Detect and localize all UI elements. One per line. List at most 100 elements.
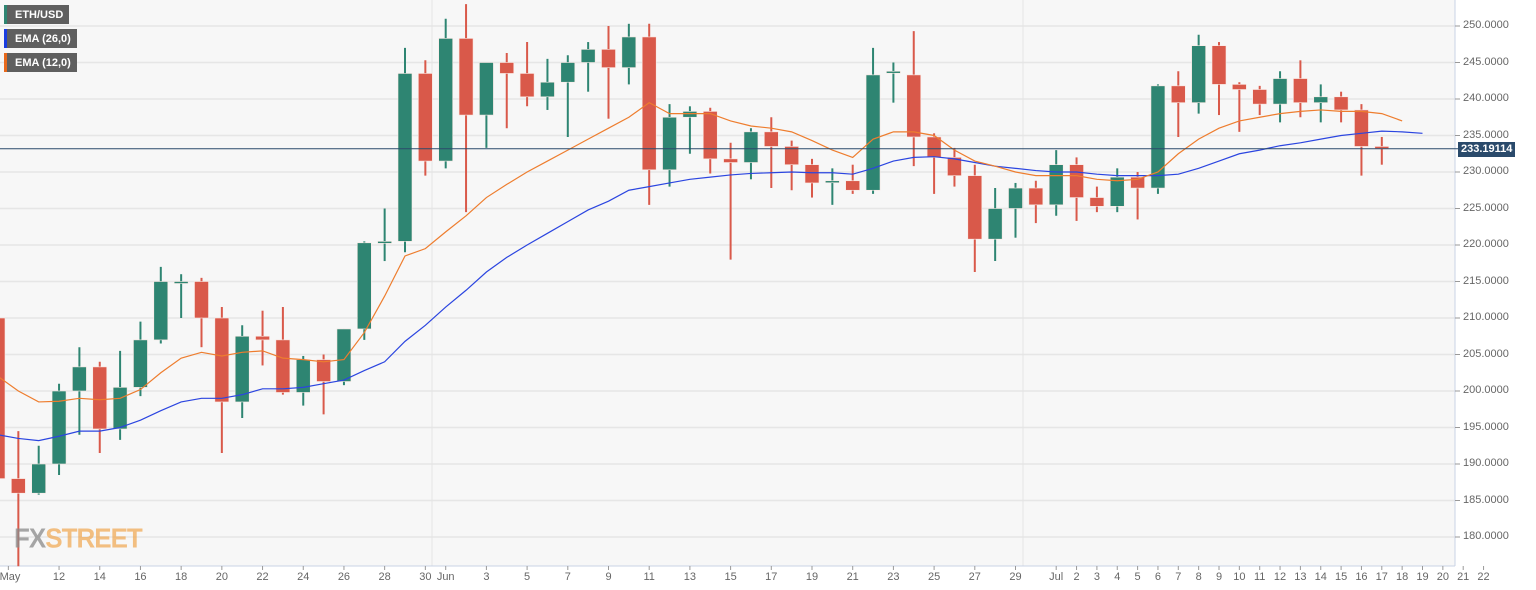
fxstreet-watermark: FXSTREET (14, 522, 143, 555)
candle (11, 431, 26, 567)
x-tick-label: 19 (1416, 571, 1429, 583)
x-tick-label: 24 (297, 571, 310, 583)
x-tick-label: 21 (1457, 571, 1470, 583)
x-tick-label: 7 (1175, 571, 1182, 583)
x-tick-label: 10 (1233, 571, 1246, 583)
x-tick-label: 14 (93, 571, 106, 583)
candle (438, 18, 454, 169)
ema26-color-swatch (4, 29, 7, 48)
x-tick-label: May (0, 571, 21, 583)
legend-ema-12[interactable]: EMA (12,0) (4, 53, 77, 72)
legend-label: EMA (12,0) (15, 56, 71, 69)
x-tick-label: 19 (805, 571, 819, 583)
x-tick-label: 17 (765, 571, 778, 583)
candle (560, 55, 576, 137)
x-tick-label: 22 (1477, 571, 1490, 583)
y-tick-label: 195.0000 (1463, 420, 1509, 433)
x-tick-label: Jun (436, 571, 455, 583)
candle (702, 107, 718, 174)
x-tick-label: 18 (1396, 571, 1409, 583)
candle (540, 58, 555, 110)
y-tick-label: 205.0000 (1463, 347, 1509, 360)
watermark-fx: FX (14, 522, 46, 554)
candle (662, 104, 677, 187)
candle (72, 347, 87, 435)
x-tick-label: Jul (1049, 571, 1064, 583)
candle (825, 168, 840, 205)
candle (1293, 60, 1308, 118)
legend-eth-usd[interactable]: ETH/USD (4, 5, 70, 24)
candle (1008, 182, 1023, 238)
candle (458, 4, 474, 213)
candle (1150, 84, 1166, 194)
legend-label: ETH/USD (15, 8, 64, 21)
candle (51, 383, 67, 475)
x-tick-label: 29 (1009, 571, 1022, 583)
x-tick-label: 7 (564, 571, 571, 583)
y-tick-label: 230.0000 (1463, 165, 1509, 177)
x-tick-label: 25 (927, 571, 941, 583)
y-tick-label: 210.0000 (1463, 311, 1509, 323)
candle (92, 361, 108, 454)
candle (295, 355, 311, 406)
candle (418, 60, 433, 176)
x-tick-label: 20 (1436, 571, 1449, 583)
legend-ema-26[interactable]: EMA (26,0) (4, 29, 77, 48)
x-tick-label: 12 (52, 571, 66, 583)
candle (1333, 91, 1349, 123)
y-tick-label: 180.0000 (1463, 530, 1509, 542)
ema26-line (0, 130, 1423, 442)
x-tick-label: 11 (1253, 571, 1266, 583)
candle (1232, 82, 1247, 132)
y-tick-label: 220.0000 (1463, 238, 1509, 250)
y-tick-label: 250.0000 (1463, 19, 1509, 31)
candle (743, 128, 759, 180)
y-tick-label: 245.0000 (1463, 55, 1509, 68)
candle (0, 317, 6, 479)
x-tick-label: 13 (1294, 571, 1307, 583)
x-tick-label: 20 (215, 571, 228, 583)
x-tick-label: 3 (1093, 571, 1100, 583)
candle (519, 42, 535, 107)
candle (682, 106, 698, 154)
y-tick-label: 200.0000 (1463, 384, 1509, 396)
candle (763, 117, 779, 189)
candle (580, 42, 596, 92)
candle (926, 133, 942, 194)
x-tick-label: 28 (378, 571, 391, 583)
plot-area (0, 0, 1455, 566)
candle (133, 321, 148, 397)
candle (906, 31, 922, 167)
x-tick-label: 13 (683, 571, 697, 583)
x-tick-label: 6 (1154, 571, 1161, 583)
x-tick-label: 2 (1073, 571, 1080, 583)
x-tick-label: 17 (1375, 571, 1388, 583)
watermark-street: STREET (45, 522, 143, 554)
y-tick-label: 185.0000 (1463, 493, 1509, 506)
x-tick-label: 5 (1134, 571, 1141, 583)
candle (1191, 34, 1206, 114)
candle (723, 142, 738, 260)
candle (621, 23, 637, 85)
candle (1171, 71, 1186, 137)
x-tick-label: 18 (175, 571, 188, 583)
candle (173, 274, 189, 318)
x-tick-label: 4 (1114, 571, 1121, 583)
candle (194, 277, 209, 348)
candle (967, 164, 983, 273)
candle (947, 147, 962, 187)
candle (845, 164, 861, 194)
x-tick-label: 11 (643, 571, 655, 583)
x-tick-label: 23 (887, 571, 900, 583)
x-tick-label: 27 (968, 571, 981, 583)
y-tick-label: 225.0000 (1463, 201, 1509, 214)
candle (1089, 186, 1105, 213)
candle (987, 188, 1003, 262)
candle (275, 307, 291, 395)
current-price-tag: 233.19114 (1458, 142, 1516, 157)
candle (255, 310, 270, 366)
candle (316, 354, 331, 415)
candle (377, 208, 392, 262)
candle (397, 47, 413, 253)
